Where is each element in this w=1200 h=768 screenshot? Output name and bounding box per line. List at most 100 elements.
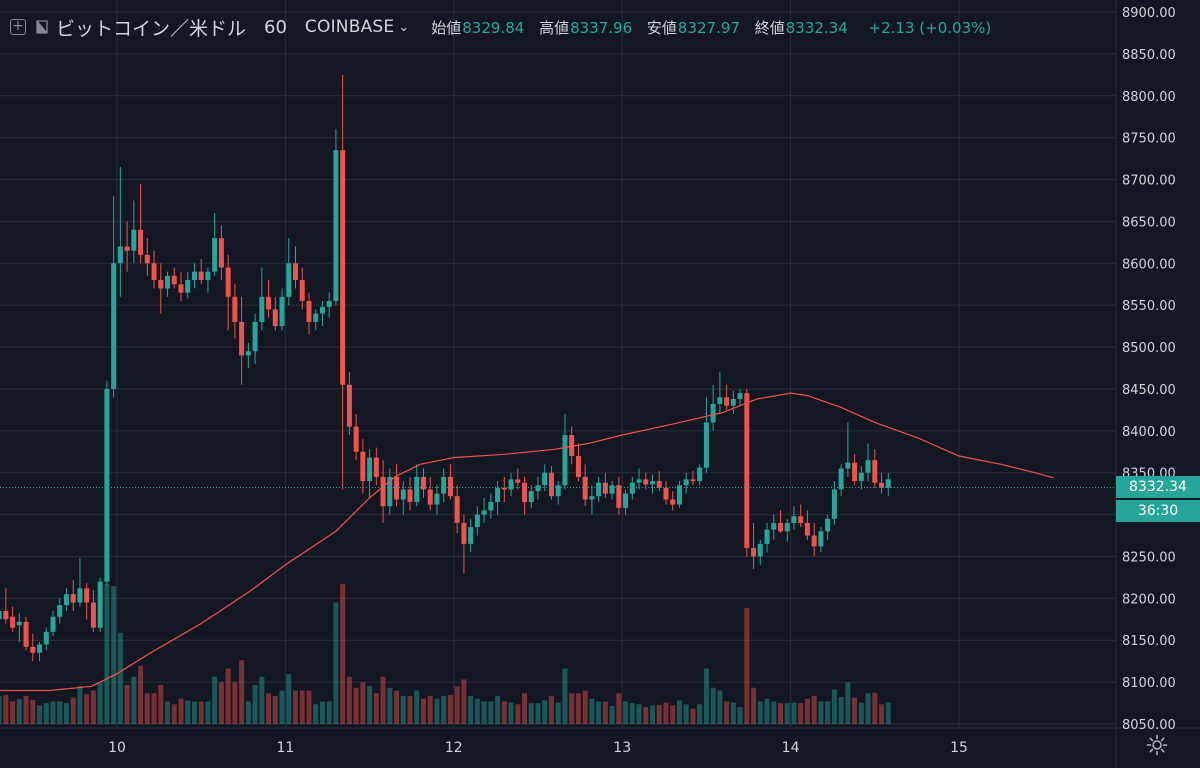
volume-bar: [737, 707, 743, 724]
candle: [306, 292, 312, 335]
candle-body: [879, 482, 885, 488]
candle-body: [10, 616, 16, 628]
candle: [259, 267, 265, 331]
candle-body: [602, 482, 608, 494]
candle-body: [710, 404, 716, 423]
volume-bar: [461, 679, 467, 724]
volume-bar: [777, 703, 783, 724]
chevron-down-icon[interactable]: ⌄: [398, 19, 410, 35]
flag-icon[interactable]: [34, 19, 50, 35]
candle-body: [138, 229, 144, 255]
candle-body: [804, 522, 810, 536]
candle-body: [57, 605, 63, 617]
candle-body: [272, 309, 278, 327]
volume-bar: [367, 686, 373, 724]
candle-body: [730, 398, 736, 406]
volume-bar: [90, 690, 96, 724]
volume-bar: [84, 694, 90, 724]
candle-body: [771, 522, 777, 530]
volume-bar: [663, 702, 669, 724]
candle-body: [158, 280, 164, 289]
candle: [522, 476, 528, 515]
volume-bar: [764, 698, 770, 724]
candle-body: [50, 616, 56, 632]
candle: [427, 476, 433, 511]
candle: [555, 481, 561, 505]
price-tick-label: 8250.00: [1122, 550, 1176, 565]
volume-bar: [818, 701, 824, 724]
candle: [656, 471, 662, 492]
candle: [710, 384, 716, 431]
volume-bar: [373, 693, 379, 724]
volume-bar: [299, 690, 305, 724]
candle: [643, 472, 649, 490]
volume-bar: [77, 686, 83, 724]
candle: [683, 472, 689, 494]
price-tick-label: 8100.00: [1122, 676, 1176, 691]
moving-average-line: [0, 392, 1054, 692]
candle-body: [198, 271, 204, 281]
candle: [461, 514, 467, 574]
volume-bar: [623, 701, 629, 724]
candle-body: [784, 522, 790, 532]
volume-bar: [481, 701, 487, 724]
price-tick-label: 8200.00: [1122, 592, 1176, 607]
candle: [191, 263, 197, 289]
candle-body: [562, 435, 568, 486]
candle: [30, 633, 36, 662]
volume-bar: [879, 704, 885, 724]
interval-label[interactable]: 60: [264, 16, 287, 38]
volume-bar: [838, 697, 844, 724]
add-symbol-icon[interactable]: +: [10, 19, 26, 35]
candle: [151, 250, 157, 289]
candle-body: [650, 481, 656, 485]
volume-bar: [151, 693, 157, 724]
candle-body: [495, 487, 501, 503]
candle: [811, 522, 817, 557]
time-tick-label: 13: [613, 740, 631, 756]
volume-bar: [427, 696, 433, 724]
candle: [831, 481, 837, 525]
volume-bar: [198, 701, 204, 724]
candle-body: [656, 481, 662, 488]
candle-body: [575, 455, 581, 477]
candle: [488, 493, 494, 519]
candle-body: [360, 451, 366, 482]
candle: [771, 514, 777, 540]
price-tick-label: 8800.00: [1122, 90, 1176, 105]
symbol-name[interactable]: ビットコイン／米ドル: [56, 17, 247, 40]
candle-body: [171, 275, 177, 285]
candle: [724, 384, 730, 410]
volume-bar: [690, 708, 696, 724]
candle-body: [468, 527, 474, 544]
candle-body: [764, 529, 770, 544]
candle: [165, 271, 171, 297]
volume-bar: [97, 682, 103, 724]
candle: [279, 288, 285, 331]
candle-body: [683, 479, 689, 486]
volume-bar: [676, 700, 682, 724]
candle-body: [697, 467, 703, 482]
candle-body: [582, 476, 588, 500]
volume-bar: [441, 696, 447, 724]
candle: [825, 514, 831, 540]
candle: [346, 372, 352, 436]
candle-body: [279, 296, 285, 327]
candle: [43, 627, 49, 651]
candle: [791, 506, 797, 530]
volume-bar: [37, 705, 43, 724]
candle: [10, 606, 16, 632]
candle-body: [481, 510, 487, 515]
candle: [676, 481, 682, 508]
volume-bar: [831, 689, 837, 724]
candle-body: [37, 644, 43, 653]
candle: [158, 263, 164, 314]
gear-icon[interactable]: [1146, 734, 1168, 756]
volume-bar: [212, 676, 218, 724]
volume-bar: [272, 696, 278, 724]
candle: [360, 439, 366, 494]
exchange-label[interactable]: COINBASE: [304, 17, 395, 37]
volume-bar: [697, 704, 703, 724]
volume-bar: [319, 701, 325, 724]
